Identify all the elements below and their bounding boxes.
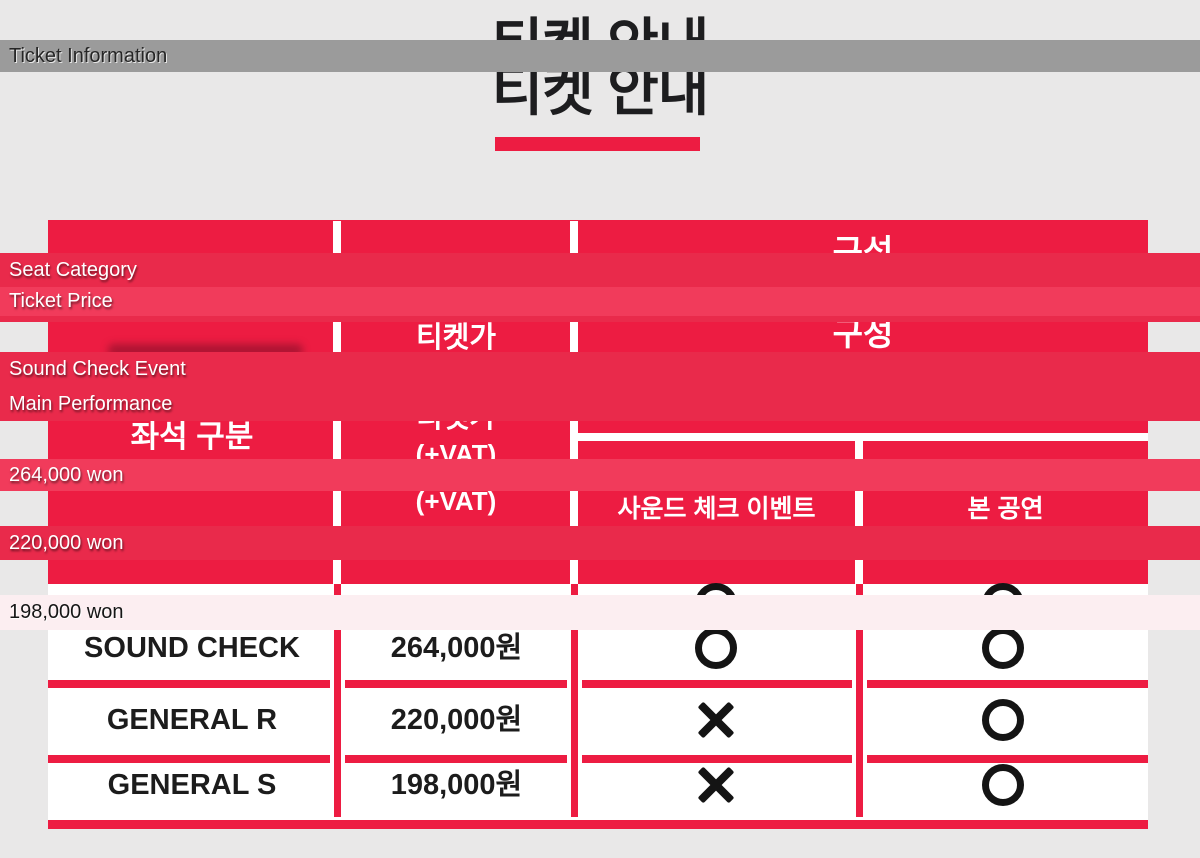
row-divider [345,680,567,688]
body-column-divider-3 [856,584,863,817]
translation-label: Seat Category [9,259,137,281]
sound-check-availability-mark [695,627,737,669]
translation-label: 198,000 won [9,601,124,623]
header-subcolumn-divider [855,437,863,584]
translation-bar-price-198000: 198,000 won [0,595,1200,630]
table-cell-seat: SOUND CHECK [84,632,300,664]
translation-label: Ticket Price [9,290,113,312]
row-divider [582,755,852,763]
translation-label: 220,000 won [9,532,124,554]
sound-check-availability-mark [696,765,736,805]
sound-check-availability-mark [696,700,736,740]
main-show-availability-mark [982,627,1024,669]
header-seat-category: 좌석 구분 [130,419,254,454]
main-show-availability-mark [982,764,1024,806]
translation-bar-main-performance: Main Performance [0,387,1200,421]
composition-subheader-divider [578,433,1148,441]
row-divider [867,680,1148,688]
translation-label: Sound Check Event [9,358,186,380]
row-divider [582,680,852,688]
translation-bar-price-220000: 220,000 won [0,526,1200,560]
table-cell-price: 198,000원 [390,769,523,801]
translation-label: 264,000 won [9,464,124,486]
translation-label: Main Performance [9,393,173,415]
header-sound-check-event: 사운드 체크 이벤트 [617,495,816,523]
header-vat: (+VAT) [415,486,497,516]
row-divider [48,680,330,688]
header-main-show: 본 공연 [967,495,1044,523]
translation-bar-ticket-price: Ticket Price [0,287,1200,322]
translation-bar-price-264000: 264,000 won [0,459,1200,491]
table-bottom-border [48,820,1148,829]
title-underline [495,137,700,151]
main-show-availability-mark [982,699,1024,741]
table-cell-seat: GENERAL S [107,769,277,801]
table-cell-seat: GENERAL R [106,704,278,736]
body-column-divider-1 [334,584,341,817]
translation-bar-seat-category: Seat Category [0,253,1200,287]
table-cell-price: 264,000원 [390,632,523,664]
body-column-divider-2 [571,584,578,817]
row-divider [48,755,330,763]
table-cell-price: 220,000원 [390,704,523,736]
row-divider [345,755,567,763]
translation-bar-ticket-information: Ticket Information [0,40,1200,72]
translation-label: Ticket Information [9,45,168,67]
row-divider [867,755,1148,763]
translation-bar-sound-check-event: Sound Check Event [0,352,1200,387]
header-ticket-price-fragment: 티켓가 [415,322,497,354]
